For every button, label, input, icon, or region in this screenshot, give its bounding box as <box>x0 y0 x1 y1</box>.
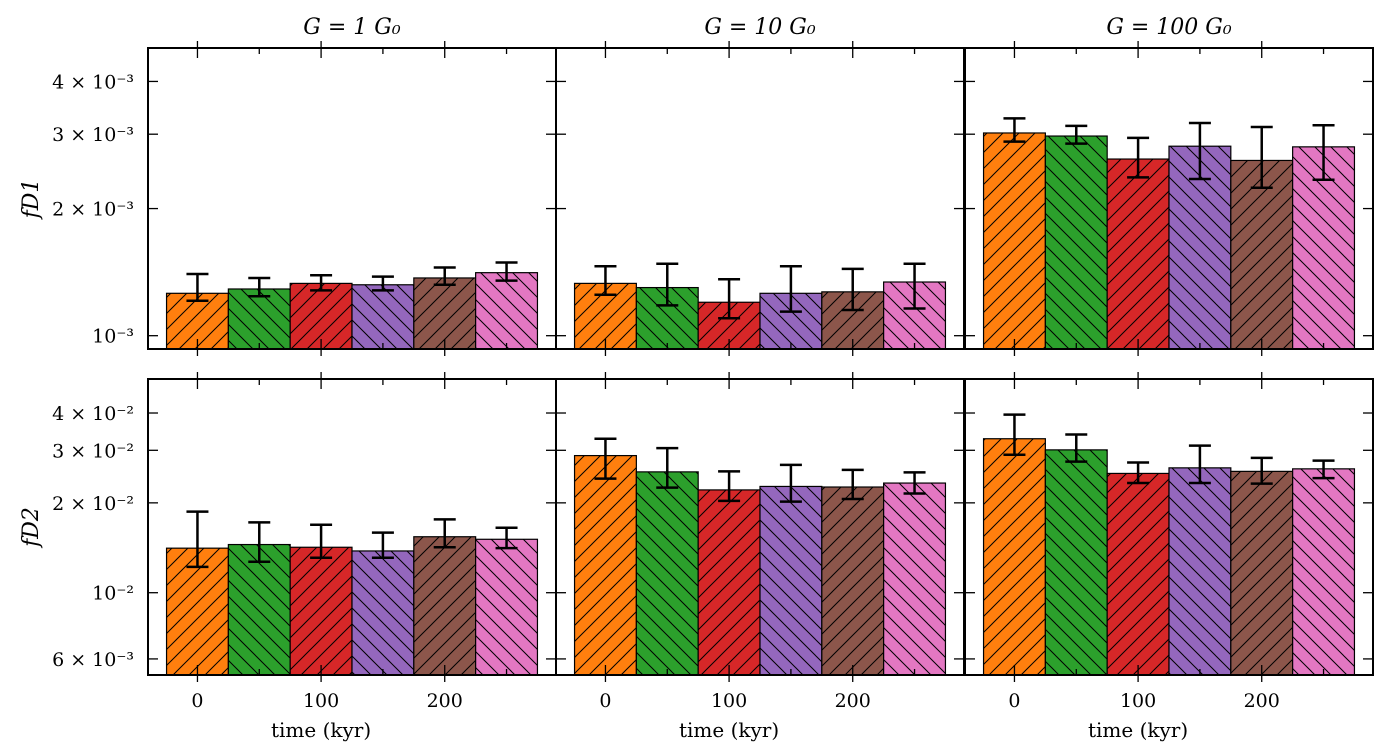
error-bar <box>371 531 394 559</box>
bar <box>475 538 539 676</box>
y-tick-label: 3 × 10⁻³ <box>52 124 134 146</box>
panel-title: G = 100 G₀ <box>1106 15 1232 40</box>
bar <box>697 489 761 676</box>
error-bar <box>310 274 333 292</box>
bar <box>351 284 415 350</box>
error-bar <box>1065 433 1088 463</box>
bar <box>1106 158 1170 350</box>
x-axis-label: time (kyr) <box>679 718 779 742</box>
y-tick-label: 4 × 10⁻³ <box>52 71 134 93</box>
bar <box>821 486 885 676</box>
bar <box>635 471 699 676</box>
panel-r0-c1 <box>555 41 965 356</box>
error-bar <box>903 262 926 310</box>
panel-r1-c1 <box>555 372 965 682</box>
error-bar <box>495 526 518 550</box>
error-bar <box>1250 125 1273 190</box>
error-bar <box>1188 121 1211 181</box>
panel-title: G = 1 G₀ <box>303 15 401 40</box>
error-bar <box>779 265 802 313</box>
error-bar <box>594 265 617 297</box>
panel-frame <box>964 47 1374 350</box>
error-bar <box>841 267 864 312</box>
x-axis-label: time (kyr) <box>271 718 371 742</box>
bar <box>1168 467 1232 676</box>
y-tick-label: 2 × 10⁻² <box>52 493 134 515</box>
bar <box>1044 135 1108 350</box>
x-axis-label: time (kyr) <box>1088 718 1188 742</box>
bar <box>759 485 823 676</box>
error-bar <box>1003 117 1026 143</box>
x-tick-label: 100 <box>303 690 339 712</box>
error-bar <box>656 262 679 307</box>
bar <box>289 546 353 676</box>
bar <box>289 282 353 350</box>
y-tick-label: 4 × 10⁻² <box>52 403 134 425</box>
panel-r0-c0 <box>147 41 557 356</box>
error-bar <box>495 261 518 282</box>
error-bar <box>1065 124 1088 145</box>
error-bar <box>248 521 271 563</box>
panel-frame <box>964 378 1374 676</box>
error-bar <box>779 463 802 503</box>
error-bar <box>433 266 456 287</box>
bar <box>883 482 947 676</box>
bar <box>982 438 1046 676</box>
x-tick-label: 200 <box>1244 690 1280 712</box>
error-bar <box>1312 124 1335 182</box>
error-bar <box>310 523 333 559</box>
x-tick-label: 0 <box>599 690 611 712</box>
error-bar <box>594 437 617 480</box>
bar <box>1292 468 1356 676</box>
bar <box>573 454 637 676</box>
error-bar <box>1127 461 1150 485</box>
bar <box>227 543 291 676</box>
bar <box>1230 470 1294 676</box>
x-tick-label: 0 <box>1008 690 1020 712</box>
panel-title: G = 10 G₀ <box>704 15 816 40</box>
bar <box>227 288 291 350</box>
y-tick-label: 10⁻² <box>92 583 134 605</box>
y-axis-label: fD1 <box>19 179 44 221</box>
panel-r0-c2 <box>964 41 1374 356</box>
error-bar <box>1250 456 1273 485</box>
y-axis-label: fD2 <box>19 507 44 549</box>
labels-group: 10⁻³ 2 × 10⁻³ 3 × 10⁻³ 4 × 10⁻³ fD1 6 × 10⁻³ 1… <box>19 15 1280 742</box>
error-bar <box>718 470 741 503</box>
panel-r1-c0 <box>147 372 557 682</box>
y-tick-label: 10⁻³ <box>92 326 134 348</box>
x-tick-label: 100 <box>1120 690 1156 712</box>
error-bar <box>186 272 209 302</box>
panel-r1-c2 <box>964 372 1374 682</box>
error-bar <box>1312 459 1335 480</box>
x-tick-label: 100 <box>711 690 747 712</box>
bar <box>475 272 539 350</box>
x-tick-label: 200 <box>427 690 463 712</box>
error-bar <box>433 518 456 549</box>
error-bar <box>718 278 741 320</box>
error-bar <box>1003 413 1026 456</box>
bar <box>351 550 415 676</box>
error-bar <box>841 468 864 501</box>
x-tick-label: 0 <box>191 690 203 712</box>
error-bar <box>1127 136 1150 179</box>
bar <box>413 277 477 350</box>
bar <box>413 536 477 676</box>
panels-group <box>147 41 1374 682</box>
y-tick-label: 2 × 10⁻³ <box>52 199 134 221</box>
error-bar <box>903 471 926 495</box>
y-tick-label: 3 × 10⁻² <box>52 440 134 462</box>
bar <box>1044 449 1108 676</box>
y-tick-label: 6 × 10⁻³ <box>52 649 134 671</box>
x-tick-label: 200 <box>835 690 871 712</box>
error-bar <box>656 446 679 489</box>
bar <box>982 132 1046 350</box>
error-bar <box>1188 444 1211 485</box>
bar <box>1106 472 1170 676</box>
error-bar <box>248 276 271 298</box>
error-bar <box>186 510 209 569</box>
error-bar <box>371 275 394 292</box>
